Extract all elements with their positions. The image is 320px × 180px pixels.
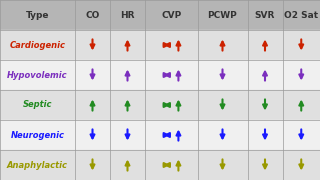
Bar <box>0 150 320 180</box>
Text: HR: HR <box>120 10 135 19</box>
Bar <box>0 90 320 120</box>
Bar <box>0 0 320 30</box>
Text: O2 Sat: O2 Sat <box>284 10 318 19</box>
Text: Septic: Septic <box>23 100 52 109</box>
Text: Cardiogenic: Cardiogenic <box>10 40 66 50</box>
Text: Type: Type <box>26 10 49 19</box>
Text: CVP: CVP <box>161 10 181 19</box>
Text: SVR: SVR <box>255 10 275 19</box>
Text: Neurogenic: Neurogenic <box>11 130 65 140</box>
Bar <box>0 120 320 150</box>
Text: Hypovolemic: Hypovolemic <box>7 71 68 80</box>
Bar <box>0 60 320 90</box>
Text: PCWP: PCWP <box>208 10 237 19</box>
Text: Anaphylactic: Anaphylactic <box>7 161 68 170</box>
Text: CO: CO <box>85 10 100 19</box>
Bar <box>0 30 320 60</box>
